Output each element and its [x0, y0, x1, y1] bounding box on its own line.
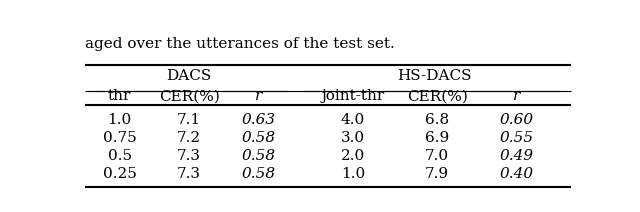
Text: 7.9: 7.9	[425, 167, 449, 181]
Text: 0.58: 0.58	[241, 131, 276, 145]
Text: 0.75: 0.75	[103, 131, 136, 145]
Text: aged over the utterances of the test set.: aged over the utterances of the test set…	[85, 37, 395, 51]
Text: CER(%): CER(%)	[406, 89, 468, 103]
Text: 2.0: 2.0	[340, 149, 365, 163]
Text: thr: thr	[108, 89, 131, 103]
Text: 1.0: 1.0	[340, 167, 365, 181]
Text: 7.1: 7.1	[177, 113, 201, 127]
Text: HS-DACS: HS-DACS	[397, 69, 472, 83]
Text: DACS: DACS	[166, 69, 212, 83]
Text: 4.0: 4.0	[340, 113, 365, 127]
Text: 0.5: 0.5	[108, 149, 132, 163]
Text: 7.0: 7.0	[425, 149, 449, 163]
Text: 7.3: 7.3	[177, 149, 201, 163]
Text: 0.40: 0.40	[499, 167, 534, 181]
Text: 7.3: 7.3	[177, 167, 201, 181]
Text: 6.9: 6.9	[425, 131, 449, 145]
Text: r: r	[513, 89, 520, 103]
Text: 0.25: 0.25	[103, 167, 136, 181]
Text: 3.0: 3.0	[340, 131, 365, 145]
Text: 7.2: 7.2	[177, 131, 201, 145]
Text: 1.0: 1.0	[108, 113, 132, 127]
Text: r: r	[255, 89, 262, 103]
Text: 0.55: 0.55	[499, 131, 534, 145]
Text: 0.58: 0.58	[241, 149, 276, 163]
Text: CER(%): CER(%)	[159, 89, 220, 103]
Text: joint-thr: joint-thr	[321, 89, 385, 103]
Text: 0.63: 0.63	[241, 113, 276, 127]
Text: 0.60: 0.60	[499, 113, 534, 127]
Text: 6.8: 6.8	[425, 113, 449, 127]
Text: 0.58: 0.58	[241, 167, 276, 181]
Text: 0.49: 0.49	[499, 149, 534, 163]
